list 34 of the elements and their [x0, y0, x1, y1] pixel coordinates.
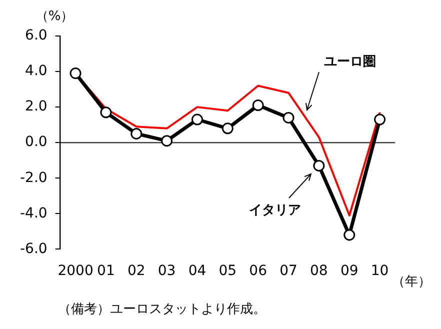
point — [344, 229, 356, 241]
point — [191, 114, 203, 126]
y-tick-label: 0.0 — [25, 134, 48, 150]
x-tick-label: 2000 — [58, 263, 94, 280]
x-tick-label: 07 — [280, 263, 298, 280]
y-tick-label: -2.0 — [20, 170, 48, 186]
y-tick-label: 2.0 — [25, 98, 48, 115]
x-tick-label: 02 — [127, 263, 146, 280]
point — [100, 106, 112, 118]
x-tick-label: 05 — [218, 263, 237, 280]
point — [222, 122, 234, 134]
y-axis-title: （%） — [35, 8, 74, 24]
point — [70, 68, 82, 80]
point — [313, 160, 325, 172]
x-tick-label: 06 — [249, 263, 268, 280]
x-tick-label: 04 — [188, 263, 206, 280]
x-tick-label: 03 — [158, 263, 176, 280]
y-tick-label: -6.0 — [20, 240, 48, 257]
x-tick-label: 08 — [310, 263, 328, 280]
point — [130, 128, 142, 140]
y-tick-label: 6.0 — [25, 28, 48, 44]
x-tick-label: 09 — [340, 263, 358, 280]
point — [374, 114, 386, 126]
x-tick-label: 10 — [370, 263, 389, 280]
point — [282, 112, 294, 124]
text: （備考）ユーロスタットより作成。 — [58, 301, 267, 318]
y-tick-label: -4.0 — [20, 205, 48, 222]
point — [161, 135, 173, 147]
y-tick-label: 4.0 — [25, 63, 48, 80]
point — [252, 100, 264, 112]
x-tick-label: 01 — [97, 263, 115, 280]
x-axis-title: （年） — [392, 274, 431, 290]
legend-label: イタリア — [248, 203, 301, 218]
text: ユーロ圏 — [324, 54, 376, 70]
